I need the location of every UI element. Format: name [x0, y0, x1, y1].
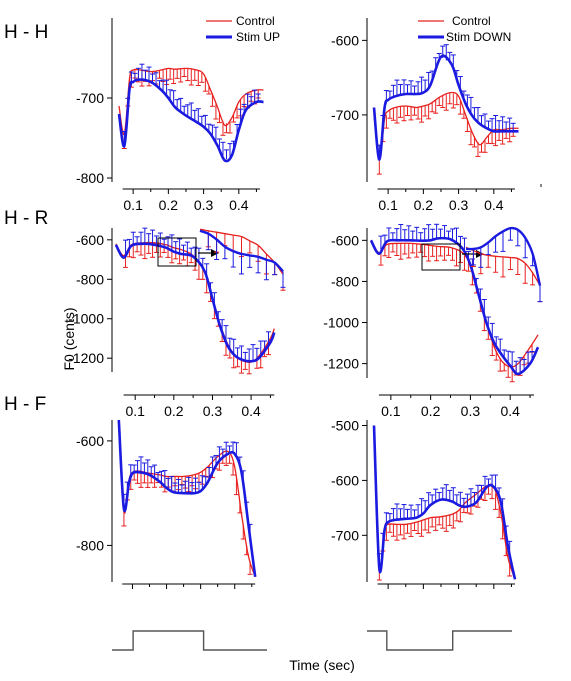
zoom-box: [421, 243, 461, 271]
series-stim: [114, 227, 276, 363]
series-control: [118, 419, 256, 578]
y-tick-label: -600: [76, 433, 104, 449]
y-tick-label: -600: [331, 32, 359, 48]
schematic-stim-down: [367, 630, 512, 651]
x-tick-label: 0.4: [484, 197, 504, 213]
y-tick-label: -600: [331, 232, 359, 248]
panels: -700 -800 0.1 0.2 0.3 0.4 -600 -700 0.1 0.2 0.3 0.4…: [68, 18, 540, 589]
stray-mark: [540, 184, 542, 187]
series-line: [369, 236, 540, 376]
panel-1: -700 -800 0.1 0.2 0.3 0.4: [76, 18, 264, 213]
series-control: [115, 241, 275, 375]
y-tick-label: -800: [76, 537, 104, 553]
zoom-box: [157, 237, 197, 267]
y-tick-label: -1200: [323, 356, 359, 372]
y-tick-label: -800: [331, 273, 359, 289]
inset-series-stim: [465, 226, 543, 303]
x-tick-label: 0.1: [381, 403, 401, 419]
series-line: [118, 67, 264, 135]
series-line: [370, 239, 539, 368]
series-line: [117, 78, 264, 163]
insets: [157, 226, 543, 303]
x-tick-label: 0.2: [421, 403, 441, 419]
inset-1: [157, 228, 286, 291]
series-line: [372, 425, 517, 580]
x-tick-label: 0.2: [159, 197, 179, 213]
series-control: [370, 239, 539, 383]
series-line: [118, 419, 256, 578]
x-tick-label: 0.1: [125, 403, 145, 419]
x-tick-label: 0.3: [461, 403, 481, 419]
row-label-hr: H - R: [4, 208, 48, 229]
y-tick-label: -600: [76, 232, 104, 248]
y-tick-label: -1000: [323, 315, 359, 331]
y-tick-label: -800: [76, 170, 104, 186]
panel-6: -500 -600 -700: [331, 417, 517, 589]
stimulus-schematics: [112, 184, 542, 651]
panel-3: -600 -800 -1000 -1200 0.1 0.2 0.3 0.4: [68, 227, 276, 419]
row-label-hf: H - F: [4, 394, 46, 415]
x-tick-label: 0.2: [164, 403, 184, 419]
x-tick-label: 0.3: [203, 403, 223, 419]
y-tick-label: -1000: [68, 311, 104, 327]
x-tick-label: 0.1: [378, 197, 398, 213]
x-tick-label: 0.3: [194, 197, 214, 213]
series-line: [373, 425, 516, 580]
y-tick-label: -600: [331, 472, 359, 488]
y-tick-label: -700: [331, 527, 359, 543]
series-line: [114, 242, 276, 363]
y-tick-label: -1200: [68, 350, 104, 366]
x-tick-label: 0.4: [241, 403, 261, 419]
y-axis-title: F0 (cents): [61, 307, 77, 370]
legend-left: Control Stim UP: [206, 14, 280, 44]
zoom-arrowhead: [211, 249, 219, 257]
series-line: [117, 419, 257, 577]
panel-4: -600 -800 -1000 -1200 0.1 0.2 0.3 0.4: [323, 223, 540, 419]
inset-line: [199, 229, 284, 273]
series-stim: [117, 419, 257, 577]
y-tick-label: -500: [331, 417, 359, 433]
inset-2: [421, 226, 543, 303]
series-stim: [372, 425, 517, 580]
legend-label-control: Control: [452, 14, 491, 28]
row-label-hh: H - H: [4, 22, 48, 43]
x-tick-label: 0.2: [414, 197, 434, 213]
inset-series-stim: [199, 229, 286, 288]
series-stim: [372, 44, 519, 161]
legend-label-stim-down: Stim DOWN: [446, 30, 511, 44]
x-tick-label: 0.1: [123, 197, 143, 213]
series-control: [373, 425, 516, 581]
x-tick-label: 0.4: [500, 403, 520, 419]
series-stim: [117, 63, 264, 163]
panel-5: -600 -800: [76, 419, 257, 589]
x-tick-label: 0.4: [229, 197, 249, 213]
series-control: [373, 91, 519, 175]
series-stim: [369, 223, 540, 376]
schematic-stim-up: [112, 630, 267, 651]
legend-label-stim-up: Stim UP: [236, 30, 280, 44]
y-tick-label: -700: [76, 90, 104, 106]
inset-line: [465, 246, 541, 286]
legend-label-control: Control: [236, 14, 275, 28]
inset-series-control: [199, 228, 286, 291]
panel-2: -600 -700 0.1 0.2 0.3 0.4: [331, 18, 519, 213]
y-tick-label: -700: [331, 107, 359, 123]
legend-right: Control Stim DOWN: [418, 14, 511, 44]
y-tick-label: -800: [76, 271, 104, 287]
x-tick-label: 0.3: [449, 197, 469, 213]
x-axis-title: Time (sec): [289, 657, 355, 673]
